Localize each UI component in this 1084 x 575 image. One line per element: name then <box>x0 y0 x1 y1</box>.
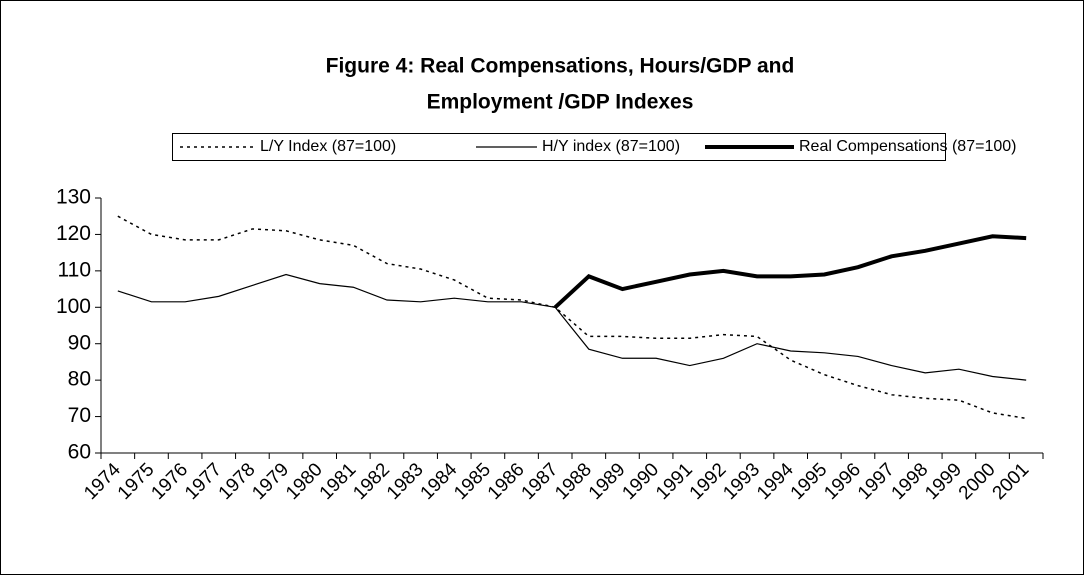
series-line <box>117 273 1027 381</box>
y-tick-label: 110 <box>58 258 91 281</box>
y-tick-label: 60 <box>68 441 91 464</box>
y-tick-label: 70 <box>68 404 91 427</box>
legend-label: L/Y Index (87=100) <box>260 138 396 155</box>
legend-label: H/Y index (87=100) <box>542 138 680 155</box>
legend <box>172 133 946 161</box>
y-tick-label: 120 <box>56 222 91 245</box>
legend-label: Real Compensations (87=100) <box>799 138 1016 155</box>
y-tick-label: 130 <box>56 186 91 209</box>
y-tick-label: 80 <box>68 368 91 391</box>
series-line <box>553 234 1027 309</box>
chart-title: Employment /GDP Indexes <box>427 91 694 114</box>
y-tick-label: 100 <box>56 295 91 318</box>
y-tick-label: 90 <box>68 331 91 354</box>
chart-title: Figure 4: Real Compensations, Hours/GDP … <box>326 55 795 78</box>
